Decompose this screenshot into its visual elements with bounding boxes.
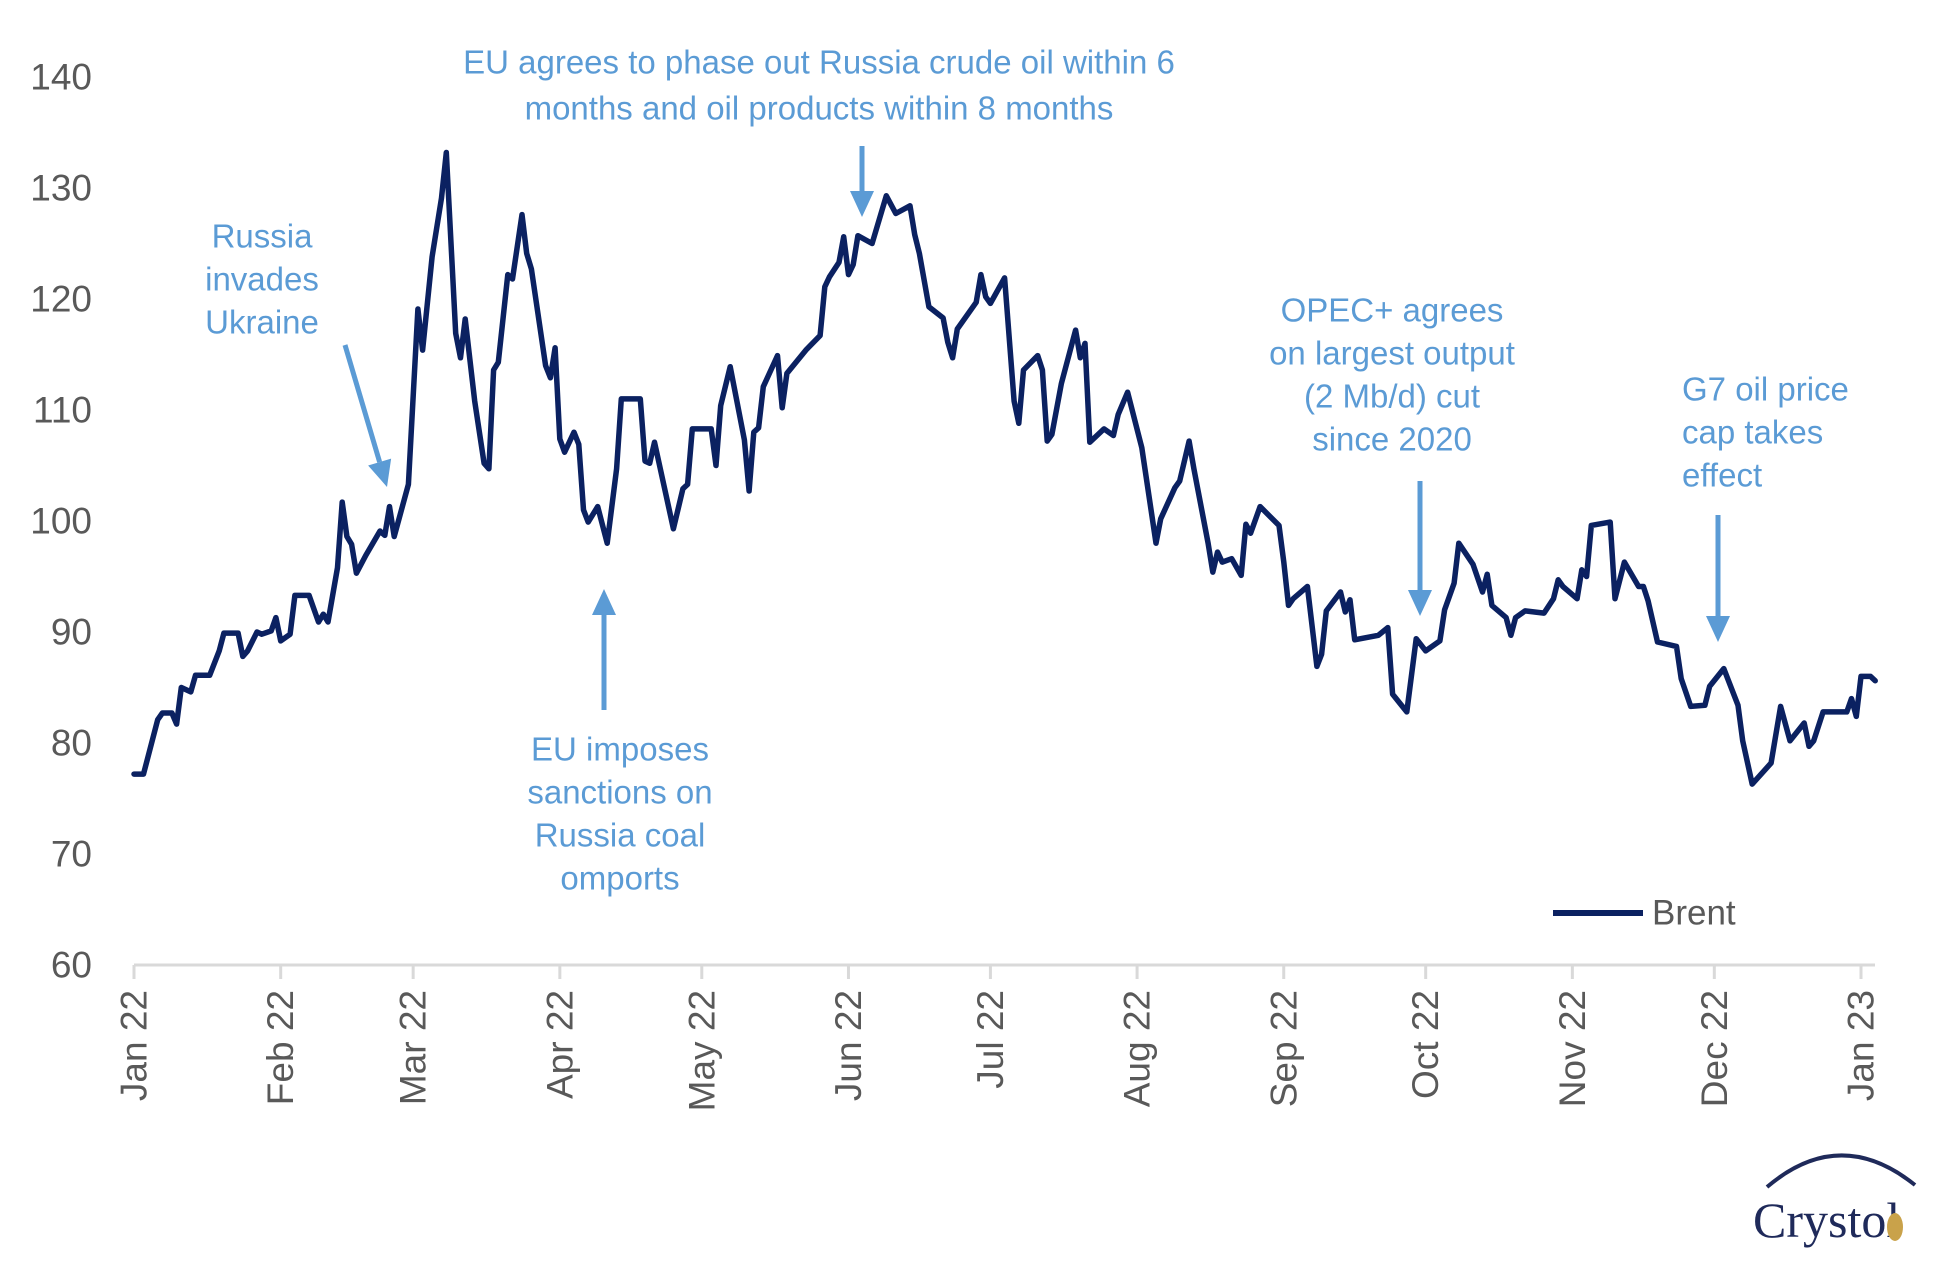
annotation-text: since 2020 (1312, 421, 1472, 458)
x-tick-label: Oct 22 (1405, 990, 1446, 1099)
x-tick-label: Jan 22 (114, 990, 155, 1101)
arrow-head-icon (850, 191, 874, 217)
annotation-text: omports (560, 860, 679, 897)
annotation-text: (2 Mb/d) cut (1304, 378, 1480, 415)
y-tick-label: 60 (51, 945, 92, 986)
y-tick-label: 140 (30, 57, 92, 98)
arrow-head-icon (1706, 616, 1730, 642)
y-tick-label: 110 (33, 390, 92, 431)
x-tick-label: Dec 22 (1694, 990, 1735, 1107)
annotation-text: effect (1682, 457, 1762, 494)
x-tick-label: Jun 22 (828, 990, 869, 1101)
annotation-eu-coal: EU imposes sanctions on Russia coal omports (527, 589, 713, 897)
annotation-text: on largest output (1269, 335, 1515, 372)
x-tick-label: Nov 22 (1552, 990, 1593, 1107)
x-tick-label: Mar 22 (393, 990, 434, 1105)
annotation-arrow (342, 344, 383, 463)
annotation-text: Russia coal (535, 817, 706, 854)
annotation-g7-cap: G7 oil price cap takes effect (1682, 371, 1849, 642)
annotation-text: Ukraine (205, 304, 319, 341)
x-tick-label: May 22 (681, 990, 722, 1111)
annotation-text: OPEC+ agrees (1281, 292, 1504, 329)
annotation-eu-phase-out: EU agrees to phase out Russia crude oil … (463, 44, 1175, 217)
arrow-head-icon (592, 589, 616, 615)
annotation-russia-invades: Russia invades Ukraine (205, 218, 392, 487)
annotation-text: months and oil products within 8 months (525, 90, 1114, 127)
annotation-text: EU agrees to phase out Russia crude oil … (463, 44, 1175, 81)
annotation-text: sanctions on (527, 774, 712, 811)
y-tick-label: 90 (51, 612, 92, 653)
axes: 60 70 80 90 100 110 120 130 140 Jan 22 Feb 22 Mar 2… (30, 57, 1881, 1112)
annotation-text: Russia (212, 218, 314, 255)
series-line-brent (131, 149, 1878, 787)
y-tick-label: 70 (51, 834, 92, 875)
crystol-logo: Crystol (1753, 1153, 1917, 1248)
legend-label-brent: Brent (1652, 894, 1736, 933)
x-tick-label: Jan 23 (1841, 990, 1882, 1101)
annotation-opec-cut: OPEC+ agrees on largest output (2 Mb/d) cu… (1269, 292, 1515, 616)
arrow-head-icon (1408, 590, 1432, 616)
y-tick-label: 120 (30, 279, 92, 320)
annotation-text: EU imposes (531, 731, 709, 768)
annotation-text: invades (205, 261, 319, 298)
annotation-text: cap takes (1682, 414, 1823, 451)
x-tick-label: Apr 22 (539, 990, 580, 1099)
x-tick-label: Feb 22 (260, 990, 301, 1105)
x-tick-label: Sep 22 (1263, 990, 1304, 1107)
legend: Brent (1553, 894, 1736, 933)
x-tick-label: Aug 22 (1117, 990, 1158, 1107)
x-tick-label: Jul 22 (970, 990, 1011, 1089)
y-tick-label: 100 (30, 501, 92, 542)
arrow-head-icon (368, 458, 392, 487)
y-tick-label: 130 (30, 168, 92, 209)
annotations: Russia invades Ukraine EU agrees to phase o… (205, 44, 1849, 897)
svg-text:Crystol: Crystol (1753, 1192, 1900, 1248)
annotation-text: G7 oil price (1682, 371, 1849, 408)
y-tick-label: 80 (51, 723, 92, 764)
